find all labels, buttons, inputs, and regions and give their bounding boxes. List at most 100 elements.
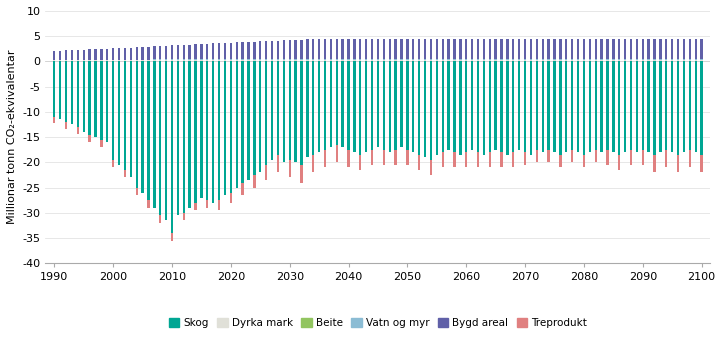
Bar — [442, 60, 444, 61]
Bar — [447, 60, 450, 61]
Bar — [518, 60, 521, 61]
Bar — [112, 160, 114, 167]
Bar — [665, 150, 668, 167]
Bar — [477, 61, 479, 152]
Bar — [565, 60, 568, 61]
Bar — [389, 60, 391, 61]
Bar — [336, 60, 338, 61]
Bar — [447, 61, 450, 150]
Bar — [689, 39, 691, 59]
Bar — [700, 39, 703, 59]
Bar — [312, 39, 314, 59]
Bar — [348, 39, 350, 59]
Bar — [324, 150, 327, 167]
Bar — [589, 61, 591, 152]
Bar — [424, 60, 426, 61]
Bar — [241, 182, 244, 195]
Bar — [159, 215, 161, 223]
Bar — [618, 60, 620, 61]
Bar — [135, 61, 138, 188]
Bar — [253, 42, 256, 59]
Bar — [53, 51, 56, 60]
Bar — [230, 61, 232, 193]
Bar — [230, 193, 232, 203]
Bar — [671, 60, 673, 61]
Bar — [530, 39, 532, 59]
Bar — [147, 61, 150, 200]
Bar — [188, 61, 191, 208]
Bar — [135, 60, 138, 61]
Bar — [571, 60, 573, 61]
Legend: Skog, Dyrka mark, Beite, Vatn og myr, Bygd areal, Treprodukt: Skog, Dyrka mark, Beite, Vatn og myr, By… — [165, 314, 592, 332]
Bar — [94, 49, 97, 60]
Bar — [459, 61, 461, 155]
Bar — [571, 61, 573, 150]
Bar — [306, 40, 308, 59]
Bar — [383, 39, 385, 59]
Bar — [300, 61, 303, 165]
Bar — [194, 44, 197, 59]
Bar — [500, 39, 502, 59]
Bar — [153, 46, 156, 59]
Bar — [359, 60, 361, 61]
Bar — [171, 61, 173, 233]
Bar — [112, 48, 114, 60]
Bar — [124, 170, 126, 177]
Bar — [395, 61, 397, 150]
Bar — [295, 61, 297, 162]
Bar — [224, 60, 226, 61]
Bar — [630, 39, 632, 59]
Bar — [542, 60, 544, 61]
Bar — [600, 60, 603, 61]
Bar — [71, 60, 73, 61]
Bar — [336, 145, 338, 162]
Bar — [253, 61, 256, 175]
Bar — [59, 50, 62, 60]
Bar — [65, 60, 67, 61]
Bar — [282, 61, 285, 162]
Bar — [677, 155, 679, 173]
Bar — [77, 60, 79, 61]
Bar — [141, 60, 144, 61]
Bar — [395, 150, 397, 165]
Bar — [571, 150, 573, 162]
Bar — [489, 152, 491, 167]
Bar — [442, 61, 444, 152]
Bar — [212, 60, 214, 61]
Bar — [130, 61, 132, 177]
Bar — [383, 60, 385, 61]
Bar — [289, 40, 291, 59]
Bar — [348, 61, 350, 150]
Bar — [77, 50, 79, 60]
Bar — [253, 175, 256, 188]
Bar — [348, 150, 350, 167]
Bar — [318, 61, 320, 152]
Bar — [653, 61, 656, 155]
Bar — [342, 61, 344, 147]
Bar — [624, 60, 626, 61]
Bar — [271, 61, 273, 160]
Bar — [318, 39, 320, 59]
Bar — [494, 61, 497, 150]
Bar — [506, 61, 508, 155]
Bar — [71, 50, 73, 60]
Bar — [265, 60, 267, 61]
Bar — [483, 61, 485, 155]
Bar — [547, 60, 550, 61]
Bar — [453, 61, 455, 152]
Bar — [636, 60, 638, 61]
Bar — [336, 61, 338, 145]
Bar — [553, 61, 556, 152]
Bar — [159, 60, 161, 61]
Bar — [471, 60, 473, 61]
Bar — [277, 61, 279, 155]
Bar — [300, 60, 303, 61]
Bar — [65, 50, 67, 60]
Bar — [306, 61, 308, 157]
Bar — [201, 44, 203, 59]
Bar — [559, 39, 562, 59]
Bar — [677, 61, 679, 155]
Bar — [594, 61, 597, 150]
Bar — [194, 61, 197, 203]
Bar — [447, 39, 450, 59]
